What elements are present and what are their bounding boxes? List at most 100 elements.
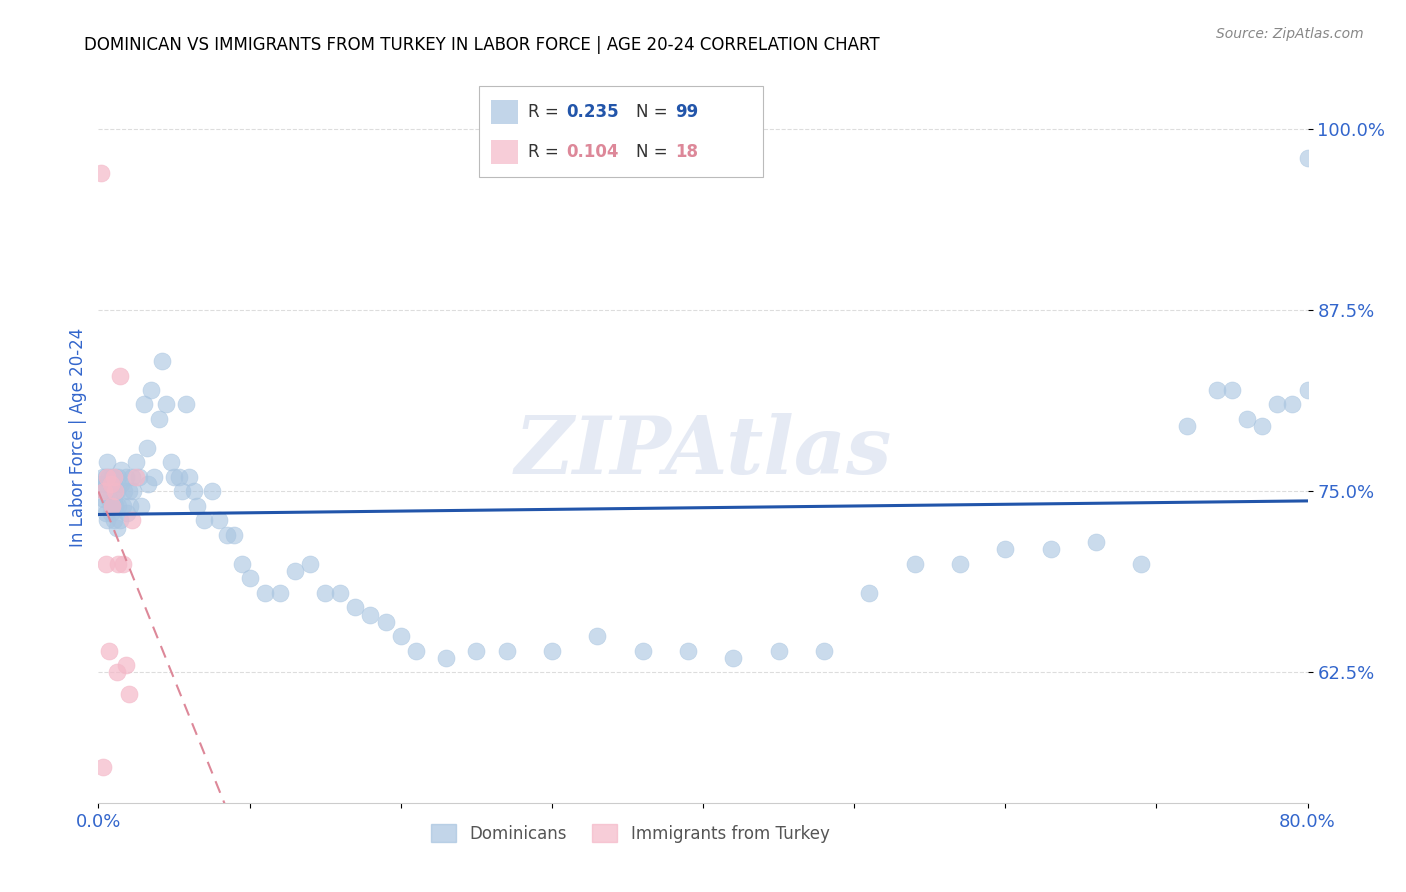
Point	[329, 586, 352, 600]
Text: Source: ZipAtlas.com: Source: ZipAtlas.com	[1216, 27, 1364, 41]
Point	[121, 470, 143, 484]
Point	[167, 470, 190, 484]
Point	[858, 586, 880, 600]
Point	[132, 397, 155, 411]
Point	[93, 491, 115, 506]
Point	[118, 687, 141, 701]
Point	[110, 477, 132, 491]
Point	[93, 484, 115, 499]
Point	[215, 528, 238, 542]
Text: 0.104: 0.104	[567, 143, 619, 161]
Point	[91, 470, 114, 484]
Point	[1206, 383, 1229, 397]
Point	[108, 368, 131, 383]
Point	[141, 383, 163, 397]
Point	[150, 354, 173, 368]
Point	[314, 586, 336, 600]
Point	[105, 520, 128, 534]
Text: R =: R =	[527, 103, 558, 120]
Point	[101, 499, 124, 513]
Point	[114, 470, 136, 484]
Point	[143, 470, 166, 484]
Point	[495, 644, 517, 658]
Point	[129, 499, 152, 513]
Point	[284, 564, 307, 578]
Point	[949, 557, 972, 571]
Point	[114, 658, 136, 673]
Point	[94, 557, 117, 571]
Point	[1296, 151, 1319, 165]
Point	[100, 477, 122, 491]
Point	[111, 557, 134, 571]
Text: 18: 18	[675, 143, 699, 161]
Point	[90, 477, 112, 491]
Point	[540, 644, 562, 658]
Point	[98, 644, 121, 658]
Point	[1085, 535, 1108, 549]
Point	[160, 455, 183, 469]
Point	[104, 470, 127, 484]
Point	[253, 586, 276, 600]
Point	[104, 484, 127, 499]
Point	[103, 470, 125, 484]
Point	[94, 477, 117, 491]
Point	[1175, 419, 1198, 434]
Point	[389, 629, 412, 643]
Text: N =: N =	[637, 143, 668, 161]
Point	[91, 499, 114, 513]
Point	[93, 484, 115, 499]
Point	[813, 644, 835, 658]
Point	[1251, 419, 1274, 434]
Point	[94, 470, 117, 484]
Point	[125, 455, 148, 469]
Point	[201, 484, 224, 499]
Point	[179, 470, 201, 484]
Point	[1039, 542, 1062, 557]
Point	[904, 557, 927, 571]
Point	[208, 513, 231, 527]
Point	[91, 759, 114, 773]
Point	[104, 499, 127, 513]
Point	[405, 644, 427, 658]
Point	[434, 651, 457, 665]
Point	[107, 499, 129, 513]
Point	[96, 470, 118, 484]
Point	[103, 477, 125, 491]
Point	[103, 513, 125, 527]
Point	[193, 513, 215, 527]
Point	[586, 629, 609, 643]
Point	[105, 484, 128, 499]
Text: 0.235: 0.235	[567, 103, 619, 120]
Point	[768, 644, 790, 658]
Text: R =: R =	[527, 143, 558, 161]
Point	[994, 542, 1017, 557]
Point	[1281, 397, 1303, 411]
Point	[224, 528, 246, 542]
Text: N =: N =	[637, 103, 668, 120]
Point	[183, 484, 205, 499]
Point	[125, 470, 148, 484]
Point	[98, 491, 121, 506]
Point	[118, 484, 141, 499]
Point	[163, 470, 186, 484]
Point	[186, 499, 208, 513]
Text: DOMINICAN VS IMMIGRANTS FROM TURKEY IN LABOR FORCE | AGE 20-24 CORRELATION CHART: DOMINICAN VS IMMIGRANTS FROM TURKEY IN L…	[84, 36, 880, 54]
Point	[94, 506, 117, 520]
Text: 99: 99	[675, 103, 699, 120]
Point	[465, 644, 488, 658]
Point	[101, 499, 124, 513]
Point	[631, 644, 654, 658]
Point	[98, 470, 121, 484]
Legend: Dominicans, Immigrants from Turkey: Dominicans, Immigrants from Turkey	[425, 818, 837, 849]
Point	[107, 557, 129, 571]
Point	[1130, 557, 1153, 571]
Point	[107, 470, 129, 484]
Point	[105, 665, 128, 680]
Point	[101, 470, 124, 484]
Point	[100, 477, 122, 491]
Point	[299, 557, 322, 571]
Point	[100, 506, 122, 520]
FancyBboxPatch shape	[479, 86, 763, 178]
Point	[128, 470, 150, 484]
Point	[115, 506, 138, 520]
